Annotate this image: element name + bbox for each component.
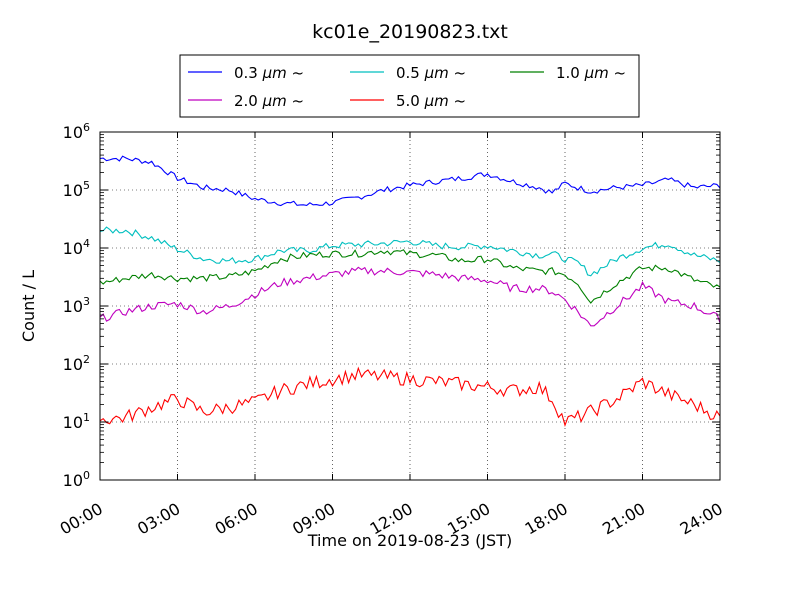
x-axis-label: Time on 2019-08-23 (JST)	[307, 531, 512, 550]
y-axis-label: Count / L	[19, 270, 38, 342]
legend-label: 0.5 μm ~	[396, 64, 466, 82]
legend-label: 0.3 μm ~	[234, 64, 304, 82]
series-line	[100, 226, 720, 277]
series-line	[100, 249, 720, 304]
y-tick-label: 100	[63, 469, 90, 490]
legend-label: 5.0 μm ~	[396, 92, 466, 110]
legend-label: 2.0 μm ~	[234, 92, 304, 110]
y-tick-label: 103	[63, 295, 90, 316]
series-line	[100, 266, 720, 327]
x-tick-label: 06:00	[212, 499, 261, 539]
x-tick-label: 24:00	[677, 499, 726, 539]
legend: 0.3 μm ~ 0.5 μm ~ 1.0 μm ~ 2.0 μm ~ 5.0 μm ~	[179, 54, 640, 118]
x-tick-label: 03:00	[134, 499, 183, 539]
y-tick-label: 101	[63, 411, 90, 432]
x-tick-label: 00:00	[57, 499, 106, 539]
series-line	[100, 366, 720, 427]
legend-box	[179, 54, 640, 118]
y-tick-label: 104	[63, 237, 90, 258]
y-tick-labels: 100 101 102 103 104 105 106	[63, 121, 90, 490]
series-line	[100, 155, 720, 207]
ticks	[99, 131, 721, 481]
y-tick-label: 105	[63, 179, 90, 200]
x-tick-label: 21:00	[599, 499, 648, 539]
grid	[100, 132, 720, 480]
series-lines	[100, 155, 720, 427]
y-tick-label: 102	[63, 353, 90, 374]
chart-title: kc01e_20190823.txt	[312, 21, 508, 43]
y-tick-label: 106	[63, 121, 90, 142]
x-tick-label: 18:00	[522, 499, 571, 539]
legend-label: 1.0 μm ~	[556, 64, 626, 82]
